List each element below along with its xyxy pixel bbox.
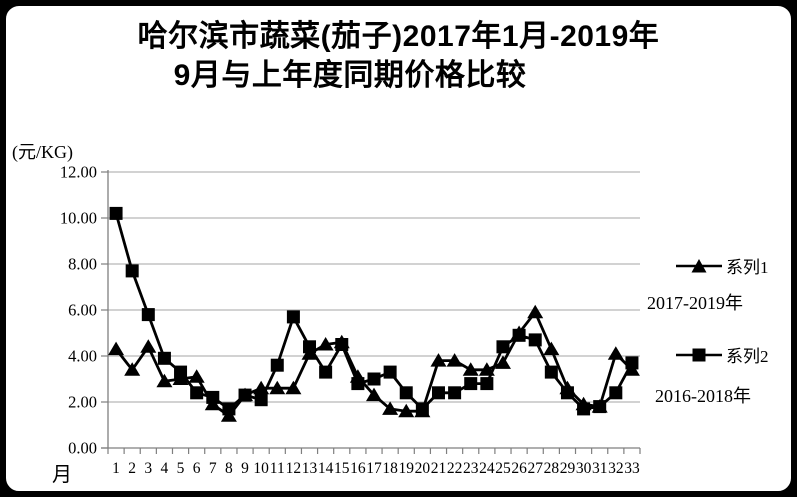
svg-text:28: 28 xyxy=(544,460,560,477)
svg-text:33: 33 xyxy=(624,460,640,477)
x-axis-title: 月 xyxy=(52,464,72,486)
svg-text:10.00: 10.00 xyxy=(60,209,97,228)
svg-text:10: 10 xyxy=(253,460,269,477)
svg-text:15: 15 xyxy=(334,460,350,477)
svg-text:4: 4 xyxy=(161,460,169,477)
svg-text:4.00: 4.00 xyxy=(68,347,97,366)
y-tick-labels: 0.00 2.00 4.00 6.00 8.00 10.00 12.00 xyxy=(60,163,97,458)
axis-ticks xyxy=(101,171,641,454)
series-2-squares xyxy=(109,206,639,416)
y-axis-unit-label: (元/KG) xyxy=(12,142,73,162)
svg-text:11: 11 xyxy=(270,460,285,477)
legend-item-series1: 系列1 xyxy=(676,253,769,278)
svg-text:8.00: 8.00 xyxy=(68,255,97,274)
svg-text:17: 17 xyxy=(366,460,382,477)
legend-sublabel-series2: 2016-2018年 xyxy=(655,386,751,406)
svg-text:25: 25 xyxy=(495,460,511,477)
legend-sublabel-series1: 2017-2019年 xyxy=(647,293,743,313)
svg-text:18: 18 xyxy=(382,460,398,477)
svg-text:1: 1 xyxy=(112,460,120,477)
square-marker-icon xyxy=(676,348,722,361)
legend-label-series2: 系列2 xyxy=(726,347,769,366)
svg-text:16: 16 xyxy=(350,460,366,477)
svg-text:14: 14 xyxy=(318,460,334,477)
svg-text:12.00: 12.00 xyxy=(60,163,97,182)
svg-text:23: 23 xyxy=(463,460,479,477)
svg-text:5: 5 xyxy=(177,460,185,477)
svg-text:22: 22 xyxy=(447,460,463,477)
legend-label-series1: 系列1 xyxy=(726,258,769,277)
chart-title-line2: 9月与上年度同期价格比较 xyxy=(173,59,527,92)
legend-item-series2: 系列2 xyxy=(676,342,769,367)
svg-text:8: 8 xyxy=(225,460,233,477)
svg-text:32: 32 xyxy=(608,460,624,477)
svg-text:31: 31 xyxy=(592,460,608,477)
svg-text:12: 12 xyxy=(286,460,302,477)
svg-text:2.00: 2.00 xyxy=(68,393,97,412)
svg-text:6.00: 6.00 xyxy=(68,301,97,320)
svg-text:20: 20 xyxy=(415,460,431,477)
triangle-marker-icon xyxy=(676,258,722,272)
y-gridlines xyxy=(108,171,640,403)
svg-text:0.00: 0.00 xyxy=(68,439,97,458)
svg-text:21: 21 xyxy=(431,460,447,477)
svg-text:6: 6 xyxy=(193,460,201,477)
svg-text:7: 7 xyxy=(209,460,217,477)
x-tick-labels: 1 2 3 4 5 6 7 8 9 10 11 12 13 14 15 16 17 18 19 20 21 22 23 24 2… xyxy=(112,460,640,477)
svg-text:26: 26 xyxy=(511,460,527,477)
axes xyxy=(101,170,640,449)
svg-text:29: 29 xyxy=(560,460,576,477)
svg-text:9: 9 xyxy=(241,460,249,477)
svg-text:27: 27 xyxy=(527,460,543,477)
svg-text:2: 2 xyxy=(128,460,136,477)
svg-text:30: 30 xyxy=(576,460,592,477)
series-1-triangles xyxy=(108,304,640,422)
chart-title-line1: 哈尔滨市蔬菜(茄子)2017年1月-2019年 xyxy=(137,20,660,53)
svg-text:24: 24 xyxy=(479,460,495,477)
chart-background-panel xyxy=(3,3,794,494)
svg-text:19: 19 xyxy=(398,460,414,477)
svg-text:3: 3 xyxy=(144,460,152,477)
svg-text:13: 13 xyxy=(302,460,318,477)
